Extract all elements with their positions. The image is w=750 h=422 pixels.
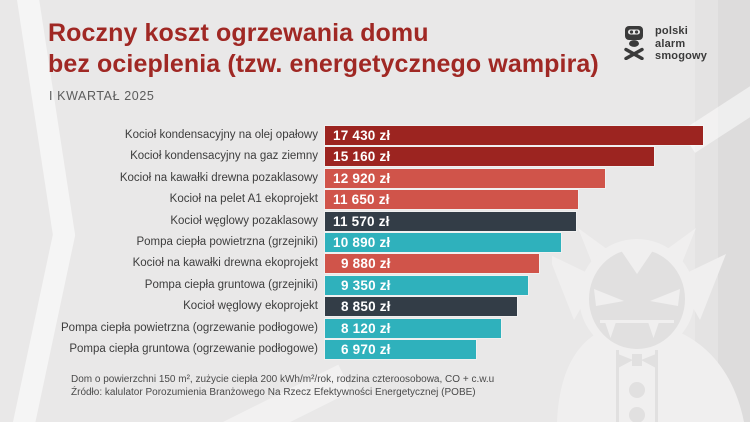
- bar-row: Kocioł na kawałki drewna pozaklasowy 12 …: [0, 168, 750, 188]
- value-bar: 15 160 zł: [325, 147, 654, 167]
- value-bar: 9 880 zł: [325, 254, 540, 274]
- bar-row: Kocioł węglowy ekoprojekt 8 850 zł: [0, 297, 750, 317]
- logo-line-1: polski: [655, 25, 688, 37]
- value-bar: 9 350 zł: [325, 275, 528, 295]
- category-label: Kocioł kondensacyjny na olej opałowy: [124, 129, 318, 141]
- bar-row: Kocioł na kawałki drewna ekoprojekt 9 88…: [0, 254, 750, 274]
- value-bar: 11 570 zł: [325, 211, 576, 231]
- polski-alarm-smogowy-logo: polski alarm smogowy: [622, 25, 707, 63]
- logo-text: polski alarm smogowy: [655, 25, 707, 63]
- bar-row: Pompa ciepła gruntowa (grzejniki) 9 350 …: [0, 275, 750, 295]
- title-line-2: bez ocieplenia (tzw. energetycznego wamp…: [48, 50, 599, 78]
- title-line-1: Roczny koszt ogrzewania domu: [48, 19, 429, 47]
- category-label: Kocioł na pelet A1 ekoprojekt: [169, 193, 318, 206]
- value-label: 11 650 zł: [333, 192, 390, 208]
- gas-mask-skull-icon: [624, 26, 644, 60]
- footnote-source: Źródło: kalulator Porozumienia Branżoweg…: [71, 386, 476, 398]
- value-label: 8 120 zł: [341, 320, 391, 336]
- bar-row: Pompa ciepła powietrzna (ogrzewanie podł…: [0, 318, 750, 338]
- value-label: 12 920 zł: [333, 170, 391, 186]
- category-label: Kocioł na kawałki drewna pozaklasowy: [119, 171, 318, 184]
- value-bar: 12 920 zł: [325, 168, 606, 188]
- logo-line-3: smogowy: [655, 50, 708, 62]
- category-label: Kocioł węglowy ekoprojekt: [183, 300, 318, 313]
- value-label: 8 850 zł: [341, 299, 391, 315]
- value-bar: 8 850 zł: [325, 297, 517, 317]
- value-bar: 10 890 zł: [325, 232, 562, 252]
- value-label: 11 570 zł: [333, 213, 390, 229]
- bar-row: Kocioł na pelet A1 ekoprojekt 11 650 zł: [0, 190, 750, 210]
- bar-chart: Kocioł kondensacyjny na olej opałowy 17 …: [0, 126, 750, 361]
- value-bar: 6 970 zł: [325, 339, 477, 359]
- bar-row: Pompa ciepła powietrzna (grzejniki) 10 8…: [0, 232, 750, 252]
- category-label: Pompa ciepła powietrzna (grzejniki): [136, 235, 318, 248]
- bar-row: Kocioł kondensacyjny na gaz ziemny 15 16…: [0, 147, 750, 167]
- value-label: 9 880 zł: [341, 256, 391, 272]
- bar-row: Kocioł węglowy pozaklasowy 11 570 zł: [0, 211, 750, 231]
- category-label: Kocioł kondensacyjny na gaz ziemny: [130, 150, 318, 163]
- subtitle-quarter: I KWARTAŁ 2025: [49, 89, 155, 103]
- value-label: 15 160 zł: [333, 149, 391, 165]
- footnote-assumptions: Dom o powierzchni 150 m², zużycie ciepła…: [71, 374, 495, 385]
- bar-row: Pompa ciepła gruntowa (ogrzewanie podłog…: [0, 339, 750, 359]
- value-bar: 11 650 zł: [325, 190, 578, 210]
- value-label: 17 430 zł: [333, 128, 391, 143]
- category-label: Pompa ciepła gruntowa (ogrzewanie podłog…: [69, 342, 318, 355]
- page-title: Roczny koszt ogrzewania domu bez ocieple…: [48, 18, 648, 80]
- value-bar: 8 120 zł: [325, 318, 502, 338]
- category-label: Pompa ciepła gruntowa (grzejniki): [144, 278, 318, 291]
- value-label: 10 890 zł: [333, 234, 391, 250]
- footnote: Dom o powierzchni 150 m², zużycie ciepła…: [71, 374, 691, 399]
- value-bar: 17 430 zł: [325, 126, 703, 145]
- logo-line-2: alarm: [655, 37, 686, 50]
- category-label: Kocioł na kawałki drewna ekoprojekt: [132, 257, 318, 270]
- value-label: 6 970 zł: [341, 341, 391, 357]
- value-label: 9 350 zł: [341, 277, 391, 293]
- category-label: Pompa ciepła powietrzna (ogrzewanie podł…: [61, 321, 318, 334]
- bar-row: Kocioł kondensacyjny na olej opałowy 17 …: [0, 126, 750, 145]
- category-label: Kocioł węglowy pozaklasowy: [170, 214, 318, 227]
